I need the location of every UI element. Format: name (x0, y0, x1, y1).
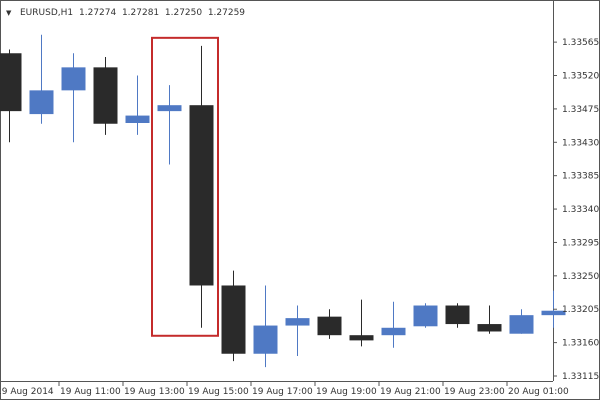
price-tick-label: 1.33430 (562, 138, 599, 148)
price-tick-label: 1.33160 (562, 339, 599, 349)
highlight-layer (151, 36, 219, 337)
candle (0, 49, 22, 143)
candle-body-bearish (445, 305, 470, 325)
candle (189, 45, 214, 328)
candle (125, 75, 150, 135)
time-axis: 19 Aug 2014 19 Aug 11:00 19 Aug 13:00 19 Au… (0, 381, 569, 397)
time-tick-label: 20 Aug 01:00 (508, 387, 569, 397)
price-tick-label: 1.33385 (562, 172, 599, 182)
time-tick-label: 19 Aug 2014 (0, 387, 54, 397)
time-tick-label: 19 Aug 19:00 (316, 387, 377, 397)
candle (93, 56, 118, 135)
candle-body-bullish (541, 310, 566, 316)
candle (29, 34, 54, 124)
candle-body-bullish (381, 327, 406, 336)
time-tick-label: 19 Aug 21:00 (380, 387, 441, 397)
candle (221, 270, 246, 362)
candle-body-bearish (93, 67, 118, 124)
candles-layer (0, 34, 566, 368)
candle-body-bullish (253, 325, 278, 354)
candle (445, 303, 470, 328)
time-tick-label: 19 Aug 17:00 (252, 387, 313, 397)
time-tick-label: 19 Aug 11:00 (60, 387, 121, 397)
candle-body-bearish (221, 285, 246, 354)
candle-body-bullish (125, 115, 150, 123)
candle (477, 305, 502, 334)
price-tick-label: 1.33115 (562, 372, 599, 382)
candle-body-bearish (477, 324, 502, 332)
candle (413, 303, 438, 328)
price-tick-label: 1.33565 (562, 38, 599, 48)
highlight-box (151, 36, 219, 337)
candle (253, 285, 278, 368)
price-tick-label: 1.33295 (562, 238, 599, 248)
candle (349, 299, 374, 347)
candle-body-bullish (509, 315, 534, 334)
candle-body-bullish (285, 318, 310, 326)
price-tick-label: 1.33475 (562, 105, 599, 115)
price-axis: 1.33565 1.33520 1.33475 1.33430 1.33385 1.333… (553, 38, 599, 382)
candle (509, 309, 534, 334)
candle (381, 301, 406, 348)
ohlc-readout: 1.27274 1.27281 1.27250 1.27259 (79, 8, 245, 18)
time-tick-label: 19 Aug 15:00 (188, 387, 249, 397)
symbol-label: EURUSD,H1 (20, 8, 73, 18)
candle-body-bearish (317, 316, 342, 336)
candle-body-bearish (189, 105, 214, 286)
candle-body-bearish (349, 335, 374, 341)
candle-body-bullish (61, 67, 86, 91)
price-tick-label: 1.33250 (562, 272, 599, 282)
time-tick-label: 19 Aug 23:00 (444, 387, 505, 397)
candle (317, 309, 342, 339)
chart-header: ▼ EURUSD,H1 1.27274 1.27281 1.27250 1.27… (6, 8, 245, 18)
price-tick-label: 1.33205 (562, 305, 599, 315)
candle (61, 53, 86, 143)
price-tick-label: 1.33340 (562, 205, 599, 215)
time-tick-label: 19 Aug 13:00 (124, 387, 185, 397)
candle-body-bullish (157, 105, 182, 112)
candle-body-bullish (29, 90, 54, 115)
candle (285, 305, 310, 356)
price-tick-label: 1.33520 (562, 72, 599, 82)
candle-body-bullish (413, 305, 438, 327)
candle-body-bearish (0, 53, 22, 112)
header-menu-icon[interactable]: ▼ (6, 9, 12, 17)
candle (157, 85, 182, 165)
